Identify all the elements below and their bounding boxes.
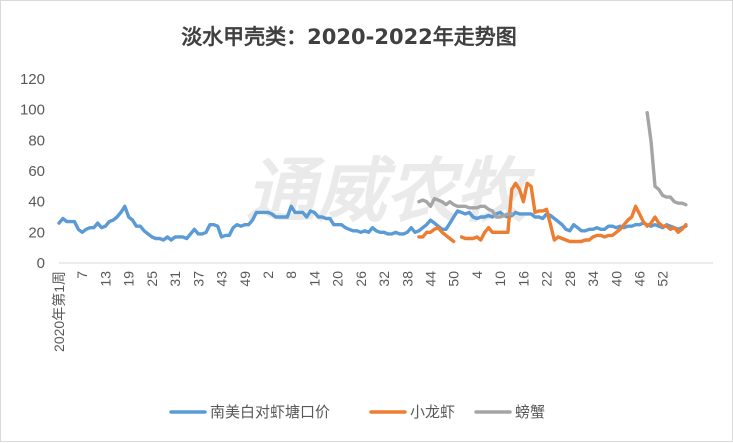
x-tick-label: 46 <box>631 271 647 287</box>
y-tick-label: 20 <box>28 224 45 241</box>
legend-label-0: 南美白对虾塘口价 <box>210 403 330 421</box>
x-tick-label: 22 <box>539 271 555 287</box>
x-tick-label: 32 <box>376 271 392 287</box>
x-tick-label: 2020年第1周 <box>51 271 67 352</box>
x-tick-label: 52 <box>655 271 671 287</box>
series-line-0 <box>57 204 688 242</box>
y-tick-label: 80 <box>28 132 45 149</box>
series-line-2 <box>417 196 514 219</box>
x-tick-label: 31 <box>167 271 183 287</box>
x-tick-label: 20 <box>330 271 346 287</box>
axes: 0 20 40 60 80 100 120 2020年第1周 7 13 19 25 31 37 43 49 2 8… <box>20 71 713 352</box>
x-tick-label: 49 <box>237 271 253 287</box>
x-tick-label: 25 <box>144 271 160 287</box>
x-tick-label: 40 <box>608 271 624 287</box>
x-tick-label: 4 <box>469 271 485 279</box>
chart-title: 淡水甲壳类：2020-2022年走势图 <box>181 25 517 49</box>
x-tick-label: 8 <box>283 271 299 279</box>
y-tick-label: 120 <box>20 71 45 88</box>
series-line-1 <box>417 225 456 244</box>
series-line-1 <box>459 181 688 244</box>
x-tick-label: 37 <box>190 271 206 287</box>
x-tick-label: 43 <box>214 271 230 287</box>
y-tick-label: 100 <box>20 102 45 119</box>
series-line-2 <box>645 110 688 207</box>
y-tick-label: 0 <box>37 255 45 272</box>
series-layer <box>57 110 688 244</box>
legend: 南美白对虾塘口价 小龙虾 螃蟹 <box>169 403 545 421</box>
x-tick-label: 14 <box>306 271 322 287</box>
x-tick-label: 34 <box>585 271 601 287</box>
y-tick-label: 40 <box>28 194 45 211</box>
x-tick-label: 44 <box>423 271 439 287</box>
legend-label-1: 小龙虾 <box>410 403 455 421</box>
legend-label-2: 螃蟹 <box>515 403 545 421</box>
x-tick-label: 26 <box>353 271 369 287</box>
x-tick-label: 19 <box>121 271 137 287</box>
x-tick-label: 7 <box>74 271 90 279</box>
watermark: 通威农牧 <box>246 150 536 232</box>
x-tick-label: 28 <box>562 271 578 287</box>
y-tick-label: 60 <box>28 163 45 180</box>
x-tick-label: 13 <box>97 271 113 287</box>
x-tick-label: 2 <box>260 271 276 279</box>
x-tick-label: 10 <box>492 271 508 287</box>
x-tick-label: 16 <box>515 271 531 287</box>
x-tick-label: 38 <box>399 271 415 287</box>
x-tick-label: 50 <box>446 271 462 287</box>
